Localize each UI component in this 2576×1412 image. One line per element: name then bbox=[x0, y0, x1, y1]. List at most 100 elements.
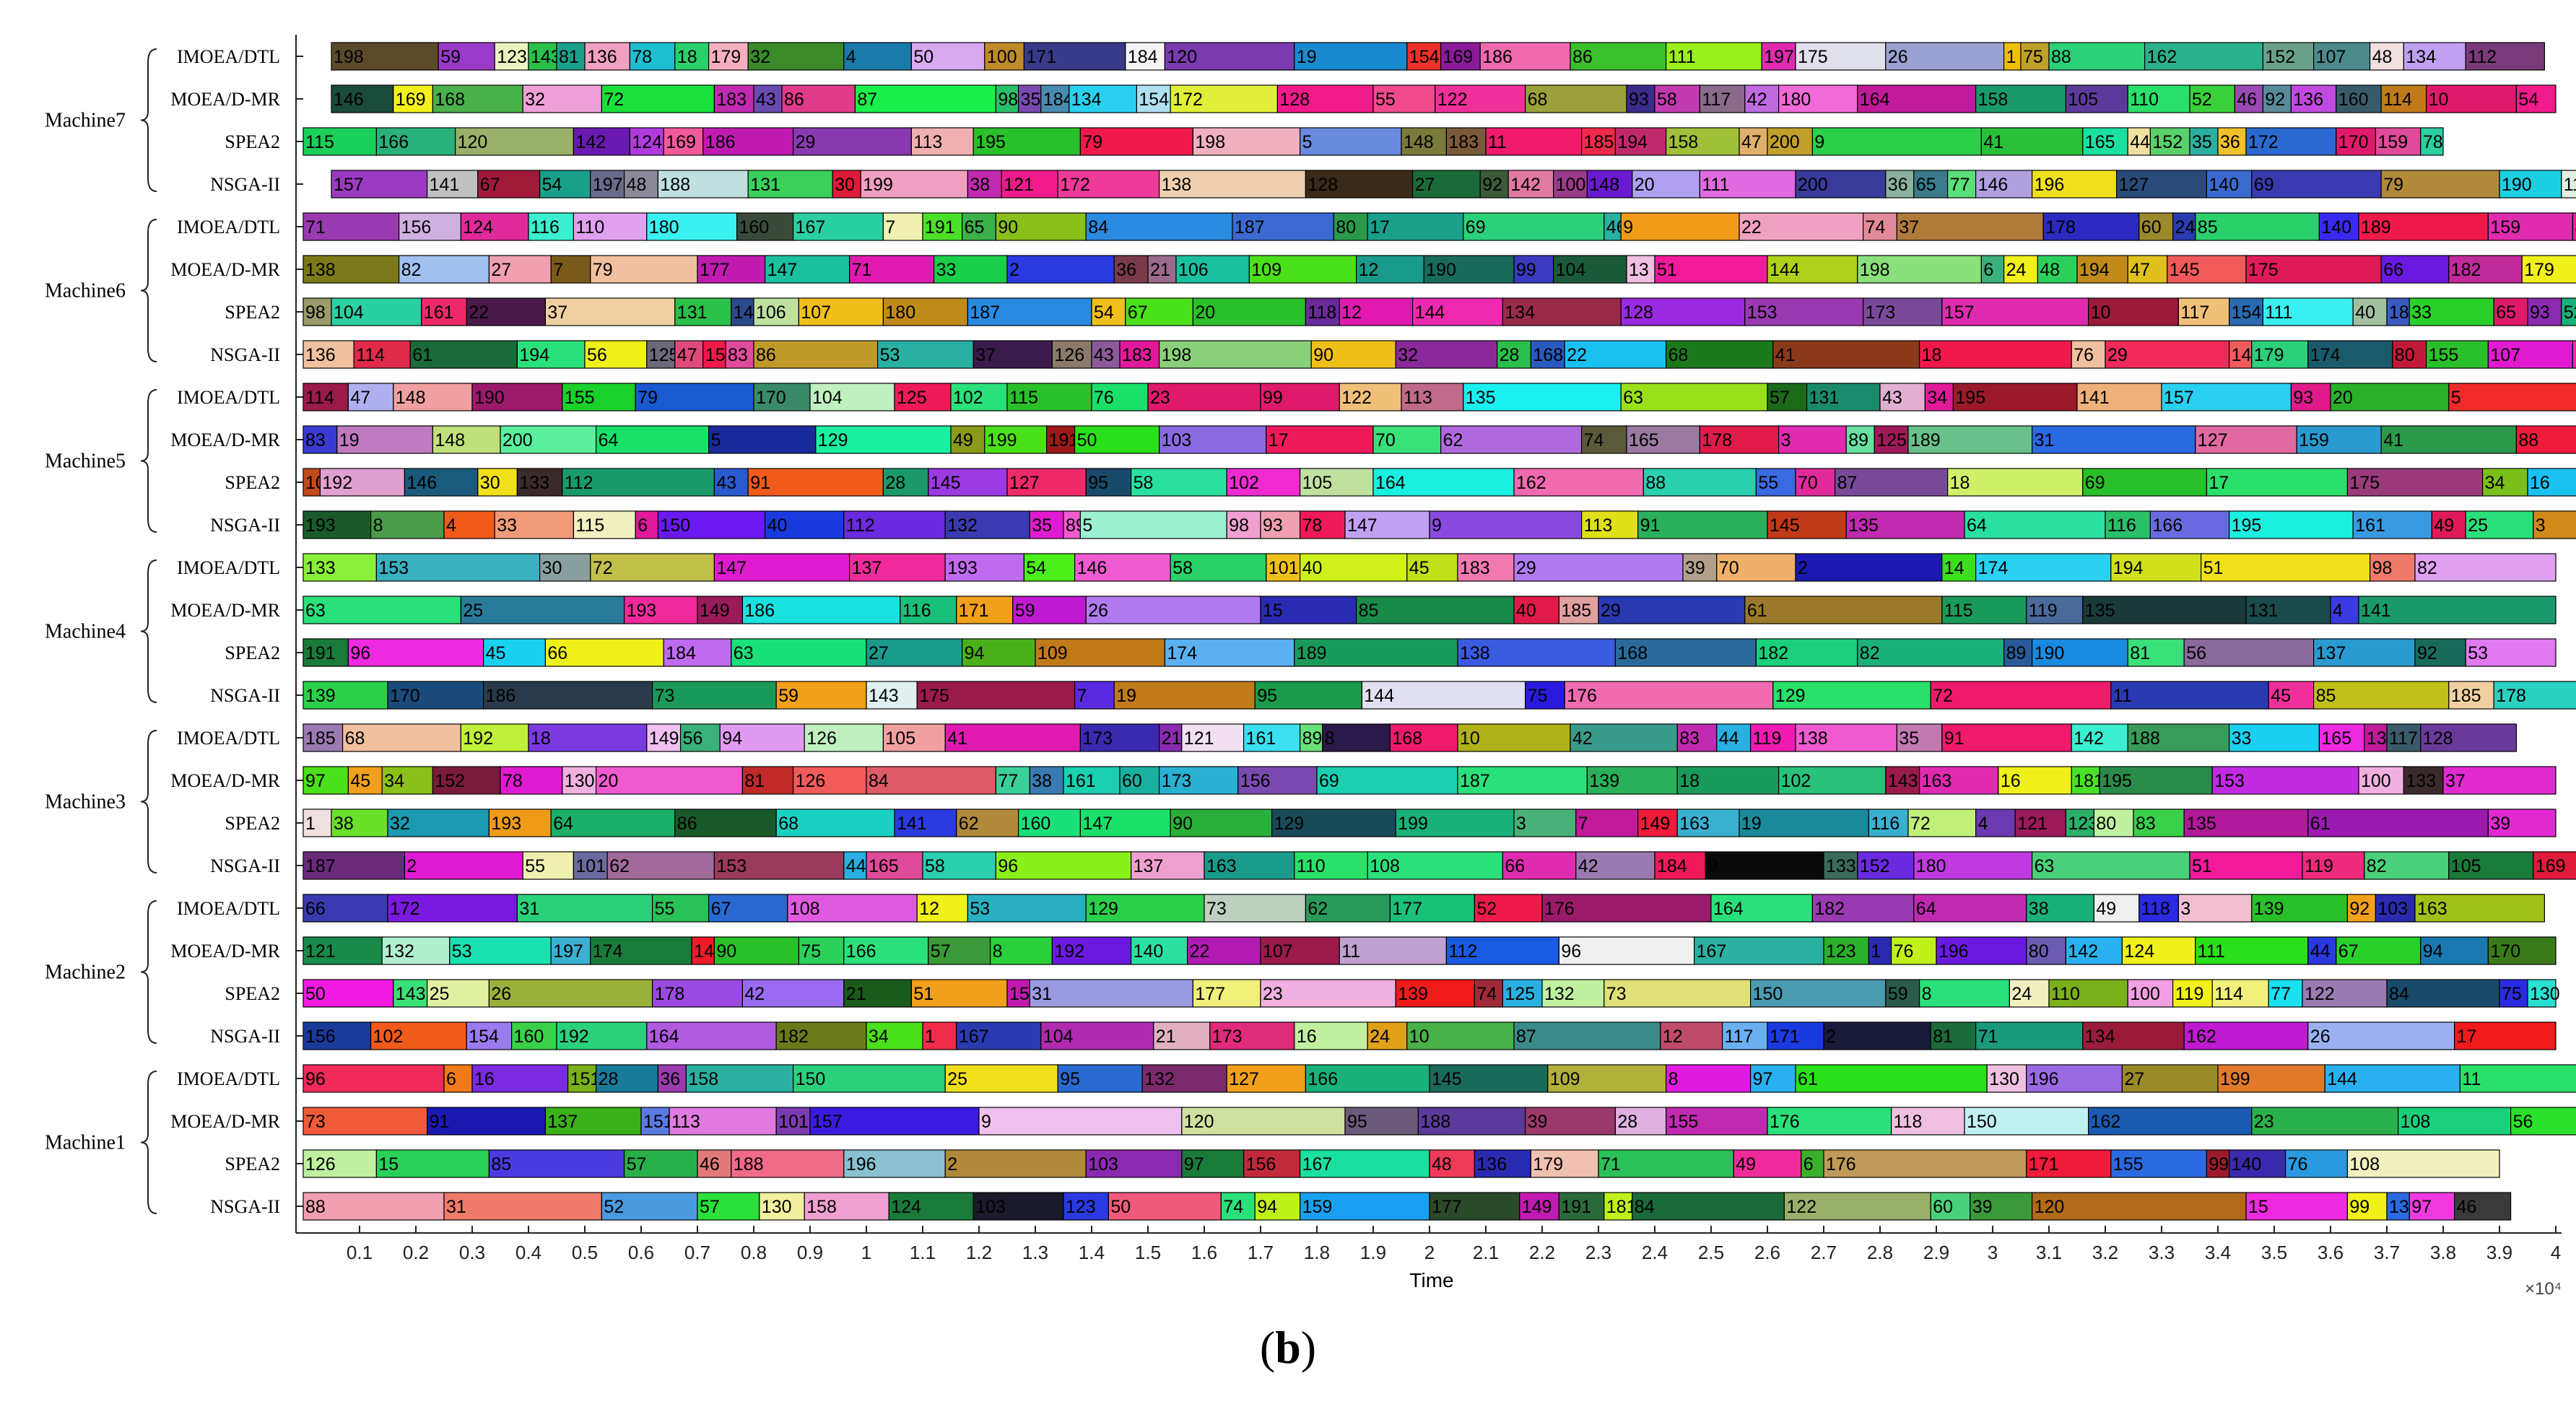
task-label: 159 bbox=[2377, 132, 2408, 152]
task-label: 161 bbox=[424, 302, 454, 323]
task-bar bbox=[2262, 297, 2354, 326]
task-label: 196 bbox=[2035, 175, 2065, 195]
task-label: 107 bbox=[2316, 47, 2346, 67]
task-bar bbox=[1941, 596, 2027, 624]
task-bar bbox=[393, 383, 473, 411]
task-label: 34 bbox=[384, 771, 404, 791]
task-label: 65 bbox=[965, 217, 985, 237]
task-label: 6 bbox=[1983, 260, 1993, 280]
task-label: 15 bbox=[378, 1154, 399, 1175]
machine-bracket bbox=[140, 559, 157, 703]
task-label: 100 bbox=[987, 47, 1017, 67]
task-label: 27 bbox=[491, 260, 511, 280]
task-label: 132 bbox=[1544, 984, 1575, 1004]
task-label: 109 bbox=[1037, 643, 1068, 663]
task-label: 175 bbox=[1798, 47, 1828, 67]
task-label: 20 bbox=[1635, 175, 1655, 195]
task-bar bbox=[2071, 723, 2128, 752]
task-bar bbox=[910, 42, 985, 71]
task-bar bbox=[1896, 212, 2044, 241]
task-bar bbox=[303, 340, 354, 369]
task-label: 3 bbox=[1781, 430, 1791, 450]
task-label: 192 bbox=[559, 1027, 589, 1047]
task-label: 88 bbox=[2051, 47, 2071, 67]
task-bar bbox=[1204, 851, 1295, 880]
task-label: 106 bbox=[1178, 260, 1209, 280]
task-bar bbox=[2110, 681, 2269, 710]
task-label: 45 bbox=[350, 771, 370, 791]
task-label: 80 bbox=[2029, 941, 2049, 962]
task-label: 8 bbox=[373, 515, 383, 536]
task-bar bbox=[1676, 809, 1740, 837]
task-label: 176 bbox=[1770, 1112, 1800, 1132]
task-label: 184 bbox=[1128, 47, 1158, 67]
task-label: 198 bbox=[334, 47, 364, 67]
task-bar bbox=[1322, 723, 1391, 752]
task-bar bbox=[2307, 809, 2489, 837]
task-bar bbox=[1125, 297, 1194, 326]
task-bar bbox=[488, 979, 653, 1008]
task-label: 10 bbox=[1409, 1027, 1430, 1047]
task-label: 175 bbox=[919, 686, 949, 706]
algorithm-label: NSGA-II bbox=[210, 515, 280, 536]
task-label: 31 bbox=[2035, 430, 2055, 450]
task-label: 65 bbox=[1916, 175, 1936, 195]
task-label: 27 bbox=[869, 643, 889, 663]
task-label: 83 bbox=[2136, 814, 2156, 834]
x-axis-label: Time bbox=[1409, 1269, 1453, 1291]
task-label: 83 bbox=[728, 345, 748, 365]
task-bar bbox=[2386, 297, 2410, 326]
task-label: 69 bbox=[1466, 217, 1486, 237]
task-label: 21 bbox=[1150, 260, 1170, 280]
task-label: 124 bbox=[891, 1197, 921, 1217]
task-label: 77 bbox=[2271, 984, 2291, 1004]
task-label: 41 bbox=[947, 728, 967, 749]
task-bar bbox=[2183, 809, 2309, 837]
task-bar bbox=[1919, 340, 2072, 369]
task-bar bbox=[1457, 553, 1515, 582]
task-label: 173 bbox=[1082, 728, 1113, 749]
task-bar bbox=[500, 425, 597, 454]
task-label: 176 bbox=[1826, 1154, 1856, 1175]
task-bar bbox=[944, 510, 1030, 539]
task-label: 101 bbox=[1269, 558, 1299, 578]
task-label: 196 bbox=[1938, 941, 1969, 962]
task-label: 118 bbox=[1307, 302, 1336, 323]
task-bar bbox=[466, 297, 547, 326]
task-label: 141 bbox=[2361, 601, 2391, 621]
task-label: 18 bbox=[531, 728, 551, 749]
task-bar bbox=[1158, 723, 1183, 752]
task-label: 86 bbox=[784, 90, 804, 110]
x-tick-label: 1.5 bbox=[1135, 1242, 1161, 1263]
task-label: 48 bbox=[627, 175, 647, 195]
task-label: 89 bbox=[1848, 430, 1868, 450]
task-bar bbox=[2370, 42, 2405, 71]
task-label: 4 bbox=[2333, 601, 2343, 621]
task-bar bbox=[353, 340, 411, 369]
task-bar bbox=[674, 809, 777, 837]
task-bar bbox=[1795, 553, 1943, 582]
task-label: 73 bbox=[1206, 899, 1227, 919]
x-tick-label: 3.6 bbox=[2318, 1242, 2344, 1263]
task-label: 91 bbox=[1944, 728, 1964, 749]
task-label: 90 bbox=[1313, 345, 1333, 365]
task-bar bbox=[1654, 851, 1706, 880]
task-bar bbox=[2042, 212, 2140, 241]
task-bar bbox=[1158, 425, 1267, 454]
x-tick-label: 3.9 bbox=[2486, 1242, 2512, 1263]
x-tick-label: 1.2 bbox=[966, 1242, 992, 1263]
task-label: 186 bbox=[744, 601, 775, 621]
task-label: 25 bbox=[430, 984, 450, 1004]
task-label: 142 bbox=[2068, 941, 2098, 962]
task-bar bbox=[1017, 809, 1081, 837]
x-tick-label: 3.2 bbox=[2092, 1242, 2118, 1263]
task-label: 184 bbox=[666, 643, 696, 663]
task-bar bbox=[1266, 553, 1301, 582]
task-label: 83 bbox=[305, 430, 326, 450]
task-label: 183 bbox=[716, 90, 747, 110]
task-bar bbox=[1806, 383, 1881, 411]
task-label: 142 bbox=[2074, 728, 2104, 749]
task-label: 164 bbox=[649, 1027, 679, 1047]
task-label: 17 bbox=[1370, 217, 1390, 237]
